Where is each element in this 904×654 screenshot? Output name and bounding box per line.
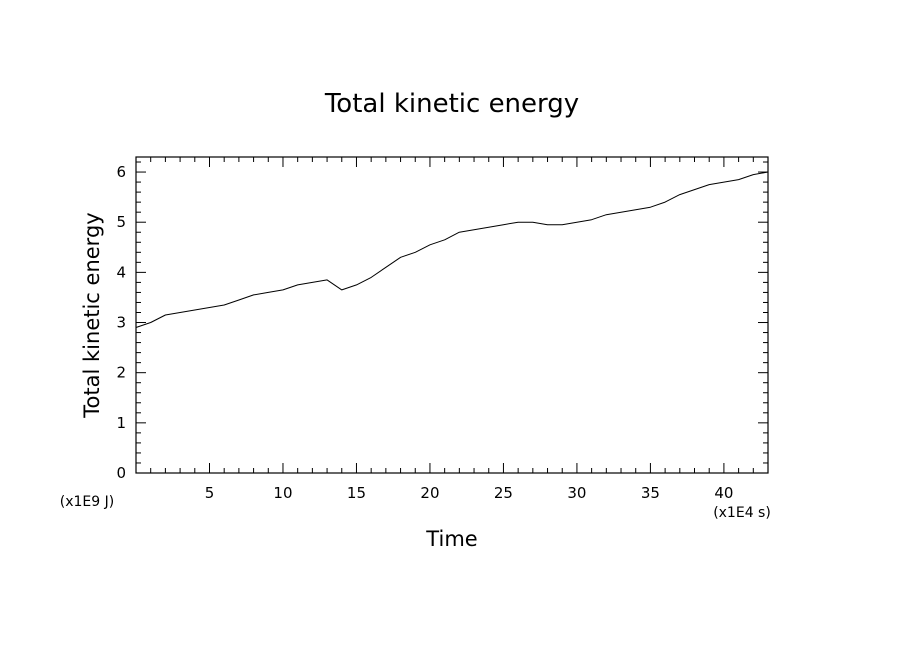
series-line <box>135 171 769 328</box>
y-tick-label: 2 <box>116 364 126 382</box>
x-tick-label: 30 <box>567 484 586 502</box>
x-tick-label: 25 <box>494 484 513 502</box>
y-tick-label: 3 <box>116 314 126 332</box>
plot-frame <box>135 156 769 474</box>
y-tick-label: 0 <box>116 464 126 482</box>
y-tick-label: 4 <box>116 263 126 281</box>
y-axis-label: Total kinetic energy <box>80 212 104 418</box>
x-tick-label: 35 <box>641 484 660 502</box>
x-tick-label: 15 <box>347 484 366 502</box>
y-tick-label: 1 <box>116 414 126 432</box>
chart-title: Total kinetic energy <box>324 89 579 119</box>
x-tick-label: 5 <box>205 484 215 502</box>
y-unit-label: (x1E9 J) <box>60 494 114 510</box>
x-tick-label: 20 <box>420 484 439 502</box>
y-tick-label: 5 <box>116 213 126 231</box>
x-axis-tick-labels: 5 10 15 20 25 30 35 40 <box>205 484 734 502</box>
y-tick-label: 6 <box>116 163 126 181</box>
x-axis-label: Time <box>425 527 477 551</box>
series-group <box>135 171 769 328</box>
x-tick-label: 40 <box>714 484 733 502</box>
x-unit-label: (x1E4 s) <box>713 505 771 521</box>
x-tick-label: 10 <box>273 484 292 502</box>
y-axis-tick-labels: 0 1 2 3 4 5 6 <box>116 163 126 482</box>
x-axis-ticks <box>135 157 769 473</box>
y-axis-ticks <box>136 161 768 474</box>
